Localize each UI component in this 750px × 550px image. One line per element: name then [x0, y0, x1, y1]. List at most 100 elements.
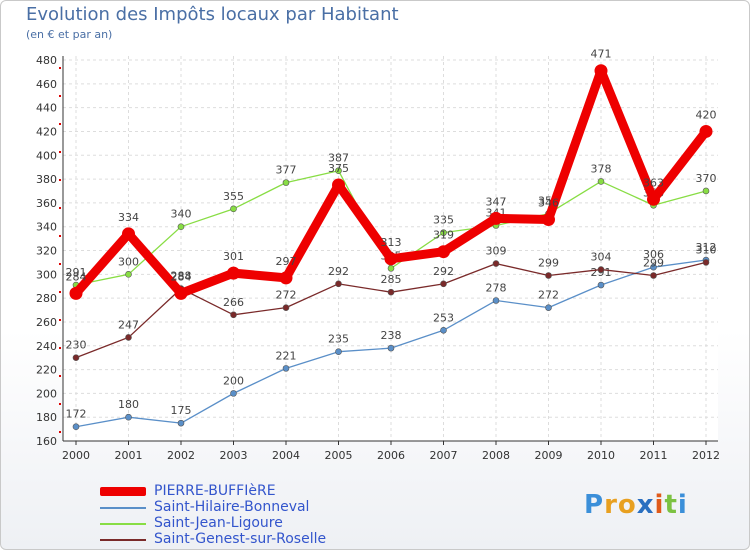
legend-item-saint-jean-ligoure: Saint-Jean-Ligoure	[100, 515, 400, 532]
data-point	[699, 124, 713, 138]
logo-letter: P	[584, 490, 605, 520]
data-point	[650, 272, 657, 279]
legend-swatch-saint-genest-sur-roselle	[100, 539, 146, 541]
x-tick-label: 2010	[587, 449, 615, 462]
legend-item-saint-genest-sur-roselle: Saint-Genest-sur-Roselle	[100, 531, 400, 548]
data-label: 172	[66, 408, 87, 421]
data-point	[702, 259, 710, 266]
logo-letter: i	[654, 490, 665, 520]
data-point	[437, 245, 450, 259]
legend-swatch-saint-jean-ligoure	[100, 523, 146, 525]
chart-title: Evolution des Impôts locaux par Habitant	[26, 4, 399, 25]
data-label: 266	[223, 296, 244, 309]
y-tick-label: 320	[36, 245, 57, 258]
data-label: 355	[223, 190, 244, 203]
y-tick-label: 420	[36, 125, 57, 138]
data-point	[384, 252, 398, 266]
data-label: 299	[643, 257, 664, 270]
data-point	[72, 423, 80, 431]
data-label: 310	[696, 243, 717, 256]
data-label: 420	[696, 108, 717, 121]
x-tick-label: 2002	[167, 449, 195, 462]
y-tick-label: 240	[36, 340, 57, 353]
data-point	[542, 213, 555, 227]
data-label: 377	[276, 164, 297, 177]
data-label: 297	[276, 255, 297, 268]
legend-label-saint-hilaire-bonneval: Saint-Hilaire-Bonneval	[154, 499, 310, 515]
data-label: 272	[538, 289, 559, 302]
data-label: 284	[171, 270, 192, 283]
data-label: 292	[433, 265, 454, 278]
data-point	[597, 281, 605, 289]
logo-letter: o	[617, 490, 637, 520]
data-point	[387, 288, 395, 296]
legend-label-saint-jean-ligoure: Saint-Jean-Ligoure	[154, 515, 283, 531]
data-label: 471	[591, 48, 612, 61]
y-tick-label: 200	[36, 387, 57, 400]
data-label: 175	[171, 404, 192, 417]
data-point	[597, 178, 605, 185]
data-label: 312	[696, 241, 717, 254]
data-point	[545, 272, 552, 279]
data-point	[282, 179, 290, 186]
logo-letter: x	[636, 490, 655, 520]
chart-legend: PIERRE-BUFFIèRE Saint-Hilaire-Bonneval S…	[100, 483, 400, 548]
data-point	[387, 344, 395, 352]
data-point	[177, 223, 185, 230]
data-label: 375	[328, 162, 349, 175]
data-label: 180	[118, 398, 139, 411]
logo-letter: t	[664, 490, 678, 520]
data-point	[335, 280, 342, 288]
y-tick-label: 160	[36, 435, 57, 448]
data-label: 306	[643, 248, 664, 261]
data-label: 301	[223, 250, 244, 263]
data-label: 278	[486, 282, 507, 295]
data-label: 319	[433, 229, 454, 242]
data-label: 299	[538, 257, 559, 270]
data-label: 340	[171, 208, 192, 221]
data-point	[174, 286, 188, 300]
data-point	[489, 211, 503, 225]
chart-subtitle: (en € et par an)	[26, 28, 113, 41]
data-point	[125, 271, 132, 278]
data-label: 363	[643, 176, 664, 189]
data-point	[650, 263, 657, 271]
data-point	[282, 365, 290, 372]
data-point	[69, 286, 83, 300]
data-label: 288	[171, 270, 192, 283]
x-tick-label: 2006	[377, 449, 405, 462]
logo-letter: r	[604, 490, 618, 520]
x-tick-label: 2001	[115, 449, 143, 462]
x-tick-label: 2000	[62, 449, 90, 462]
legend-label-saint-genest-sur-roselle: Saint-Genest-sur-Roselle	[154, 531, 327, 547]
x-tick-label: 2007	[430, 449, 458, 462]
data-point	[72, 354, 80, 361]
data-point	[230, 390, 237, 397]
data-label: 300	[118, 255, 139, 268]
data-point	[492, 297, 500, 304]
data-point	[702, 187, 710, 195]
y-tick-label: 180	[36, 411, 57, 424]
data-point	[335, 348, 342, 356]
data-label: 253	[433, 311, 454, 324]
data-label: 346	[538, 197, 559, 210]
data-label: 334	[118, 211, 139, 224]
data-label: 292	[328, 265, 349, 278]
data-label: 238	[381, 329, 402, 342]
y-tick-label: 300	[36, 268, 57, 281]
data-point	[335, 167, 342, 175]
y-tick-label: 480	[36, 54, 57, 67]
data-point	[125, 334, 132, 341]
legend-item-pierre-buffiere: PIERRE-BUFFIèRE	[100, 483, 400, 500]
data-label: 235	[328, 333, 349, 346]
data-label: 291	[66, 266, 87, 279]
legend-swatch-pierre-buffiere	[100, 487, 146, 496]
data-label: 309	[486, 245, 507, 258]
logo-letter: i	[677, 490, 688, 520]
x-tick-label: 2009	[535, 449, 563, 462]
y-tick-label: 380	[36, 173, 57, 186]
data-label: 200	[223, 374, 244, 387]
y-tick-label: 280	[36, 292, 57, 305]
data-label: 230	[66, 339, 87, 352]
